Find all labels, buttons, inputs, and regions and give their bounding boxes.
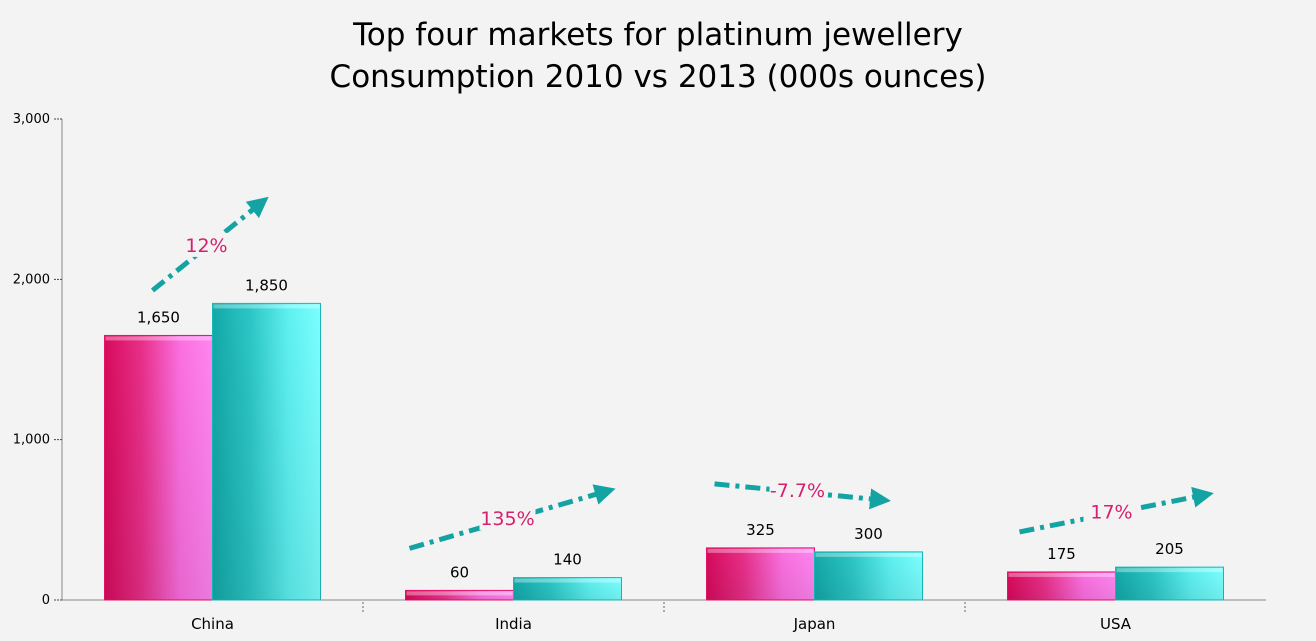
data-label: 60 — [450, 563, 469, 581]
data-labels: 1,650 1,850 60 140 325 300 175 205 — [137, 276, 1184, 581]
x-tick-label: China — [191, 615, 234, 633]
change-arrows: 12% 135% -7.7% 17% — [150, 196, 1214, 551]
change-label-backdrop — [178, 232, 235, 257]
bar-top-highlight — [406, 591, 513, 596]
y-tick-label: 0 — [42, 593, 50, 608]
y-tick-label: 1,000 — [13, 433, 50, 448]
chart-title-line-1: Top four markets for platinum jewellery — [353, 17, 963, 53]
change-label: -7.7% — [770, 480, 825, 502]
bar-shade — [212, 303, 321, 600]
change-label: 12% — [185, 235, 227, 257]
bar-top-highlight — [707, 548, 814, 553]
data-label: 300 — [854, 525, 883, 543]
bar-top-highlight — [815, 552, 922, 557]
data-label: 1,850 — [245, 276, 288, 294]
change-label-backdrop — [1083, 499, 1140, 524]
data-label: 205 — [1155, 540, 1184, 558]
chart-title-line-2: Consumption 2010 vs 2013 (000s ounces) — [329, 59, 987, 95]
bar-shade — [405, 590, 514, 600]
bar-shade — [104, 335, 213, 600]
change-label-backdrop — [479, 505, 536, 530]
bar-shade — [1115, 567, 1224, 600]
bar-top-highlight — [514, 578, 621, 583]
data-label: 325 — [746, 521, 775, 539]
bars — [104, 302, 1224, 601]
data-label: 140 — [553, 551, 582, 569]
bar-top-highlight — [105, 336, 212, 341]
y-tick-label: 3,000 — [13, 112, 50, 127]
bar-shade — [706, 547, 815, 600]
bar-shade — [1007, 571, 1116, 600]
axes: 0 1,000 2,000 3,000 China India Japan USA — [13, 112, 1266, 633]
bar-top-highlight — [213, 304, 320, 309]
bar-shade — [513, 577, 622, 600]
data-label: 175 — [1047, 545, 1076, 563]
bar-top-highlight — [1116, 568, 1223, 573]
data-label: 1,650 — [137, 308, 180, 326]
x-tick-label: USA — [1100, 615, 1132, 633]
change-label: 135% — [480, 508, 534, 530]
x-tick-label: India — [495, 615, 532, 633]
change-label-backdrop — [769, 477, 826, 502]
y-tick-label: 2,000 — [13, 272, 50, 287]
bar-shade — [814, 551, 923, 600]
bar-top-highlight — [1008, 572, 1115, 577]
change-label: 17% — [1090, 502, 1132, 524]
x-tick-label: Japan — [793, 615, 836, 633]
chart-title: Top four markets for platinum jewellery … — [0, 14, 1316, 98]
